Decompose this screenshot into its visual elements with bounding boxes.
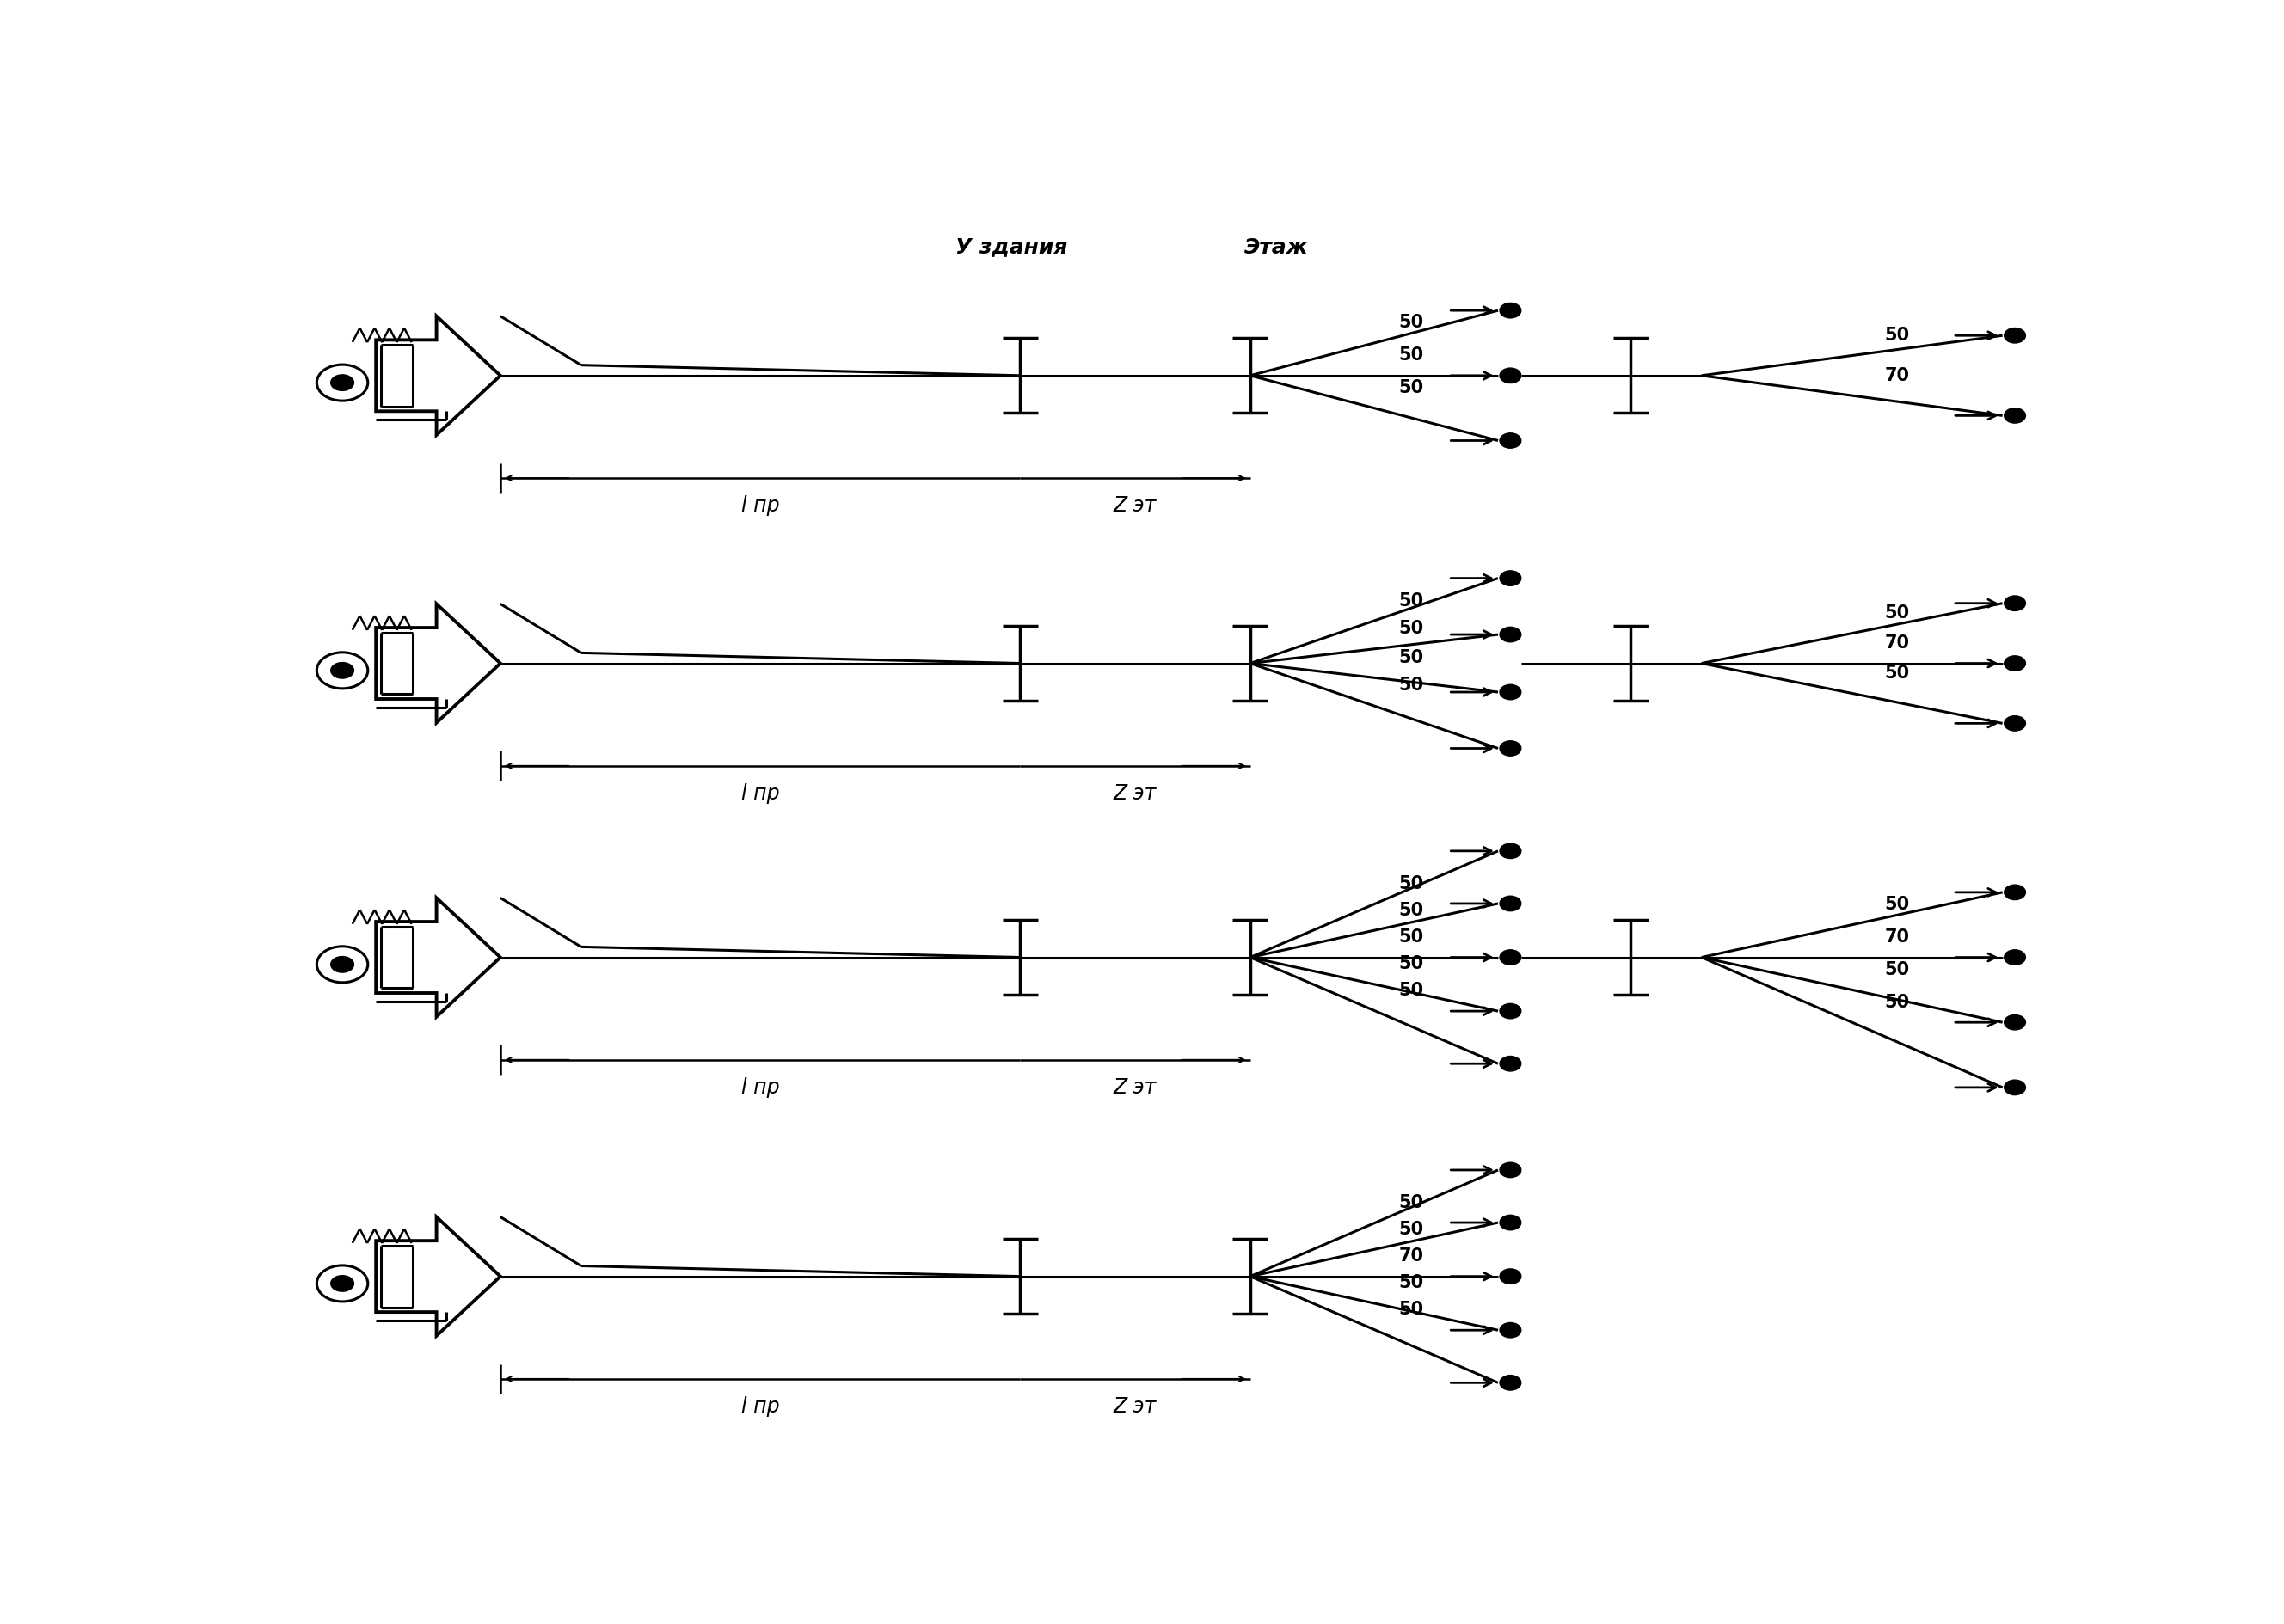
Circle shape	[1501, 369, 1521, 383]
Circle shape	[1501, 1215, 1521, 1231]
Circle shape	[1501, 741, 1521, 757]
Text: 50: 50	[1398, 346, 1423, 364]
Circle shape	[1501, 896, 1521, 911]
Text: 50: 50	[1398, 1220, 1423, 1237]
Text: Z эт: Z эт	[1115, 1395, 1156, 1416]
Text: 50: 50	[1398, 648, 1423, 666]
Text: l пр: l пр	[740, 1077, 779, 1098]
Text: 50: 50	[1398, 620, 1423, 637]
Text: Z эт: Z эт	[1115, 783, 1156, 804]
Text: 50: 50	[1398, 677, 1423, 693]
Circle shape	[2005, 409, 2026, 424]
Circle shape	[2005, 596, 2026, 611]
Circle shape	[1501, 1163, 1521, 1177]
Text: 50: 50	[1398, 1299, 1423, 1317]
Text: 50: 50	[1884, 992, 1909, 1010]
Circle shape	[331, 957, 354, 973]
Circle shape	[1501, 1268, 1521, 1285]
Circle shape	[1501, 1057, 1521, 1072]
Circle shape	[1501, 627, 1521, 643]
Text: У здания: У здания	[955, 237, 1067, 258]
Text: 50: 50	[1884, 960, 1909, 978]
Text: 50: 50	[1884, 895, 1909, 913]
Circle shape	[1501, 844, 1521, 859]
Circle shape	[2005, 328, 2026, 344]
Circle shape	[1501, 1324, 1521, 1338]
Text: l пр: l пр	[740, 495, 779, 515]
Text: 50: 50	[1398, 927, 1423, 945]
Text: 50: 50	[1398, 1194, 1423, 1212]
Text: 50: 50	[1398, 901, 1423, 918]
Text: 70: 70	[1398, 1247, 1423, 1263]
Circle shape	[1501, 685, 1521, 700]
Text: 50: 50	[1398, 591, 1423, 609]
Text: 70: 70	[1884, 367, 1909, 383]
Text: 50: 50	[1884, 604, 1909, 622]
Text: 50: 50	[1884, 664, 1909, 682]
Circle shape	[1501, 304, 1521, 318]
Text: 50: 50	[1398, 981, 1423, 999]
Circle shape	[1501, 950, 1521, 965]
Text: Z эт: Z эт	[1115, 495, 1156, 515]
Text: Z эт: Z эт	[1115, 1077, 1156, 1098]
Text: Этаж: Этаж	[1245, 237, 1309, 258]
Text: l пр: l пр	[740, 1395, 779, 1416]
Circle shape	[2005, 1015, 2026, 1030]
Text: l пр: l пр	[740, 783, 779, 804]
Text: 70: 70	[1884, 927, 1909, 945]
Text: 50: 50	[1398, 378, 1423, 396]
Circle shape	[2005, 716, 2026, 731]
Circle shape	[331, 375, 354, 391]
Circle shape	[2005, 656, 2026, 671]
Text: 50: 50	[1398, 1273, 1423, 1291]
Circle shape	[1501, 1004, 1521, 1018]
Circle shape	[2005, 885, 2026, 900]
Circle shape	[1501, 1376, 1521, 1390]
Text: 50: 50	[1398, 955, 1423, 973]
Text: 50: 50	[1398, 875, 1423, 892]
Text: 50: 50	[1884, 326, 1909, 344]
Circle shape	[2005, 950, 2026, 965]
Text: 50: 50	[1398, 313, 1423, 331]
Circle shape	[331, 1275, 354, 1293]
Circle shape	[2005, 1080, 2026, 1095]
Text: 70: 70	[1884, 633, 1909, 651]
Circle shape	[1501, 434, 1521, 448]
Circle shape	[331, 663, 354, 679]
Circle shape	[1501, 572, 1521, 586]
